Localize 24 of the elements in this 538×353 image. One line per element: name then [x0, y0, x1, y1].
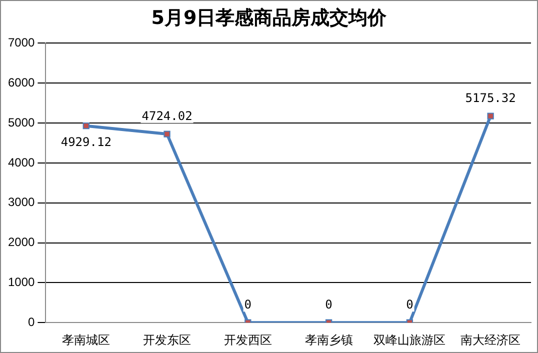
data-label: 0	[406, 298, 414, 312]
x-tick-label: 双峰山旅游区	[374, 333, 446, 348]
y-tick-label: 4000	[8, 155, 36, 170]
x-tick-label: 孝南乡镇	[304, 333, 353, 348]
y-tick-label: 2000	[8, 235, 36, 250]
y-tick-label: 5000	[8, 115, 36, 130]
point	[487, 112, 494, 120]
y-tick-label: 0	[28, 314, 36, 329]
x-tick-label: 开发西区	[224, 333, 272, 348]
x-tick-label: 开发东区	[143, 333, 192, 348]
y-tick-label: 6000	[8, 75, 36, 90]
data-label: 4724.02	[142, 109, 192, 124]
y-tick-label: 3000	[8, 195, 36, 210]
point	[164, 130, 170, 138]
data-label: 0	[244, 298, 252, 312]
chart-title: 5月9日孝感商品房成交均价	[150, 6, 388, 31]
x-tick-label: 南大经济区	[460, 333, 521, 348]
data-label: 5175.32	[465, 91, 516, 106]
data-label: 4929.12	[60, 134, 112, 149]
point	[82, 122, 90, 130]
y-tick-label: 1000	[8, 275, 36, 289]
x-tick-label: 孝南城区	[62, 333, 110, 348]
data-label: 0	[325, 298, 332, 312]
y-tick-label: 7000	[8, 36, 36, 50]
